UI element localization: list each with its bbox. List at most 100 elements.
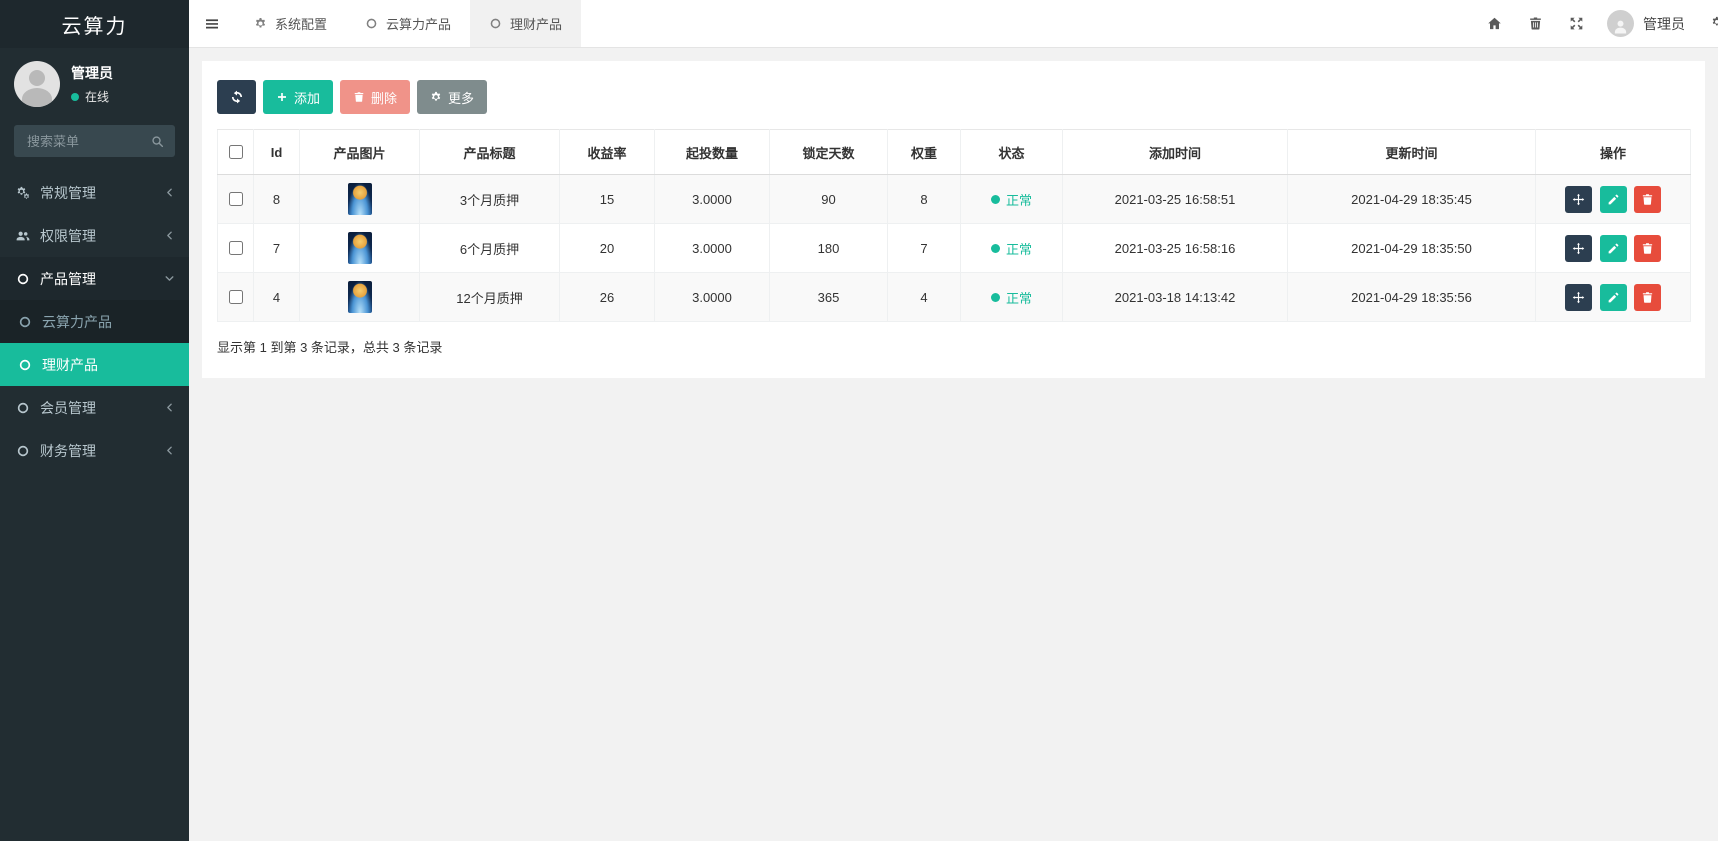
status-badge: 正常 [990,190,1032,209]
status-badge: 正常 [990,239,1032,258]
cell-title: 6个月质押 [419,223,560,273]
drag-sort-button[interactable] [1564,234,1592,262]
status-dot-icon [990,243,1000,253]
row-delete-button[interactable] [1634,185,1662,213]
pagination-info: 显示第 1 到第 3 条记录，总共 3 条记录 [217,340,443,355]
user-panel: 管理员 在线 [0,48,189,117]
pencil-icon [1607,291,1620,304]
sidebar-item-member[interactable]: 会员管理 [0,386,189,429]
drag-sort-button[interactable] [1564,283,1592,311]
product-image[interactable] [347,281,372,313]
tab-system-config[interactable]: 系统配置 [235,0,346,47]
topbar-user-menu[interactable]: 管理员 [1597,10,1695,37]
circle-icon [16,358,33,372]
cell-min-invest: 3.0000 [654,223,770,273]
edit-button[interactable] [1599,185,1627,213]
drag-sort-button[interactable] [1564,185,1592,213]
add-button[interactable]: 添加 [263,80,334,114]
status-label: 正常 [1005,192,1032,208]
chevron-left-icon [164,228,175,244]
tab-finance-product[interactable]: 理财产品 [470,0,582,47]
tab-cloud-product[interactable]: 云算力产品 [346,0,470,47]
search-icon[interactable] [151,135,164,148]
column-header-title: 产品标题 [419,129,560,175]
select-all-checkbox[interactable] [229,145,243,159]
cell-lock-days: 365 [769,272,888,322]
add-button-label: 添加 [294,90,321,106]
chevron-left-icon [164,185,175,201]
row-checkbox[interactable] [229,241,243,255]
row-checkbox[interactable] [229,192,243,206]
sidebar-item-cloud-product[interactable]: 云算力产品 [0,300,189,343]
user-name: 管理员 [71,65,113,81]
cell-updated: 2021-04-29 18:35:56 [1287,272,1536,322]
cell-weight: 7 [887,223,961,273]
home-button[interactable] [1474,0,1515,48]
gear-icon [254,17,267,30]
sidebar-item-product[interactable]: 产品管理 [0,257,189,300]
sidebar-item-label: 常规管理 [40,184,96,201]
trash-icon [1641,242,1654,255]
refresh-button[interactable] [217,80,256,114]
circle-icon [16,315,33,329]
sidebar-item-label: 产品管理 [40,270,96,287]
status-label: 正常 [1005,241,1032,257]
search-input[interactable] [25,132,151,150]
fullscreen-button[interactable] [1556,0,1597,48]
edit-button[interactable] [1599,234,1627,262]
more-button[interactable]: 更多 [417,80,488,114]
pencil-icon [1607,193,1620,206]
person-icon [1612,18,1629,35]
sidebar-item-auth[interactable]: 权限管理 [0,214,189,257]
row-delete-button[interactable] [1634,234,1662,262]
circle-icon [489,17,502,30]
sidebar-item-label: 财务管理 [40,442,96,459]
table-row: 8 3个月质押 15 3.0000 90 8 正常 2021-03-25 16:… [217,174,1691,224]
trash-icon [1641,291,1654,304]
toolbar: 添加 删除 更多 [217,80,1690,114]
edit-button[interactable] [1599,283,1627,311]
main-content: 添加 删除 更多 Id 产品图片 产品标题 [189,48,1718,391]
plus-icon [276,91,288,103]
refresh-icon [230,90,244,104]
product-submenu: 云算力产品 理财产品 [0,300,189,386]
cell-updated: 2021-04-29 18:35:45 [1287,174,1536,224]
product-image[interactable] [347,183,372,215]
status-dot-icon [990,292,1000,302]
table-row: 7 6个月质押 20 3.0000 180 7 正常 2021-03-25 16… [217,223,1691,273]
cell-weight: 4 [887,272,961,322]
cell-lock-days: 90 [769,174,888,224]
table-row: 4 12个月质押 26 3.0000 365 4 正常 2021-03-18 1… [217,272,1691,322]
row-delete-button[interactable] [1634,283,1662,311]
settings-button[interactable] [1695,0,1718,48]
sidebar-item-finance-product[interactable]: 理财产品 [0,343,189,386]
chevron-left-icon [164,400,175,416]
trash-icon [353,91,365,103]
topbar: 系统配置 云算力产品 理财产品 管理员 [189,0,1718,48]
cell-min-invest: 3.0000 [654,272,770,322]
app-logo[interactable]: 云算力 [0,0,189,48]
product-image[interactable] [347,232,372,264]
users-icon [14,229,31,243]
clear-cache-button[interactable] [1515,0,1556,48]
sidebar: 云算力 管理员 在线 常规管理 权限管理 产品管理 [0,0,189,841]
sidebar-item-finance[interactable]: 财务管理 [0,429,189,472]
cell-created: 2021-03-25 16:58:16 [1062,223,1288,273]
sidebar-menu: 常规管理 权限管理 产品管理 云算力产品 理财产品 会员管理 [0,171,189,472]
delete-button[interactable]: 删除 [340,80,411,114]
cell-id: 4 [253,272,300,322]
sidebar-item-label: 会员管理 [40,399,96,416]
column-header-created: 添加时间 [1062,129,1288,175]
cogs-icon [1711,16,1718,31]
sidebar-item-label: 权限管理 [40,227,96,244]
avatar [14,61,60,107]
tab-label: 理财产品 [510,17,563,32]
column-header-weight: 权重 [887,129,961,175]
sidebar-item-general[interactable]: 常规管理 [0,171,189,214]
column-header-status: 状态 [960,129,1063,175]
row-checkbox[interactable] [229,290,243,304]
move-icon [1572,291,1585,304]
sidebar-toggle-button[interactable] [189,0,235,47]
column-header-rate: 收益率 [559,129,655,175]
sidebar-item-label: 云算力产品 [42,313,112,330]
